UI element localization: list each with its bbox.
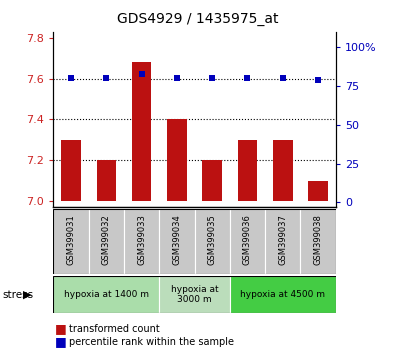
Bar xyxy=(265,209,301,274)
Text: GSM399034: GSM399034 xyxy=(172,214,181,265)
Bar xyxy=(132,62,151,201)
Text: hypoxia at 1400 m: hypoxia at 1400 m xyxy=(64,290,149,299)
Text: transformed count: transformed count xyxy=(69,324,160,333)
Bar xyxy=(230,276,336,313)
Text: GDS4929 / 1435975_at: GDS4929 / 1435975_at xyxy=(117,12,278,27)
Bar xyxy=(53,209,88,274)
Text: GSM399036: GSM399036 xyxy=(243,214,252,265)
Bar xyxy=(167,120,186,201)
Bar xyxy=(273,140,293,201)
Point xyxy=(138,71,145,76)
Point xyxy=(315,77,321,83)
Text: ▶: ▶ xyxy=(23,290,31,300)
Text: GSM399035: GSM399035 xyxy=(208,214,217,265)
Bar xyxy=(159,209,194,274)
Bar xyxy=(61,140,81,201)
Point xyxy=(174,75,180,81)
Point xyxy=(68,75,74,81)
Text: GSM399032: GSM399032 xyxy=(102,214,111,265)
Point xyxy=(280,75,286,81)
Text: GSM399033: GSM399033 xyxy=(137,214,146,265)
Text: GSM399037: GSM399037 xyxy=(278,214,287,265)
Bar xyxy=(53,276,159,313)
Text: ■: ■ xyxy=(55,322,67,335)
Text: stress: stress xyxy=(2,290,33,300)
Text: ■: ■ xyxy=(55,335,67,348)
Text: GSM399031: GSM399031 xyxy=(66,214,75,265)
Point xyxy=(245,75,251,81)
Bar xyxy=(230,209,265,274)
Bar xyxy=(124,209,159,274)
Bar xyxy=(308,181,328,201)
Bar xyxy=(195,209,230,274)
Bar xyxy=(301,209,336,274)
Text: hypoxia at 4500 m: hypoxia at 4500 m xyxy=(240,290,325,299)
Bar xyxy=(203,160,222,201)
Bar xyxy=(159,276,230,313)
Bar xyxy=(88,209,124,274)
Bar xyxy=(96,160,116,201)
Text: GSM399038: GSM399038 xyxy=(314,214,323,265)
Text: hypoxia at
3000 m: hypoxia at 3000 m xyxy=(171,285,218,304)
Point xyxy=(209,75,215,81)
Bar xyxy=(238,140,257,201)
Point xyxy=(103,75,109,81)
Text: percentile rank within the sample: percentile rank within the sample xyxy=(69,337,234,347)
